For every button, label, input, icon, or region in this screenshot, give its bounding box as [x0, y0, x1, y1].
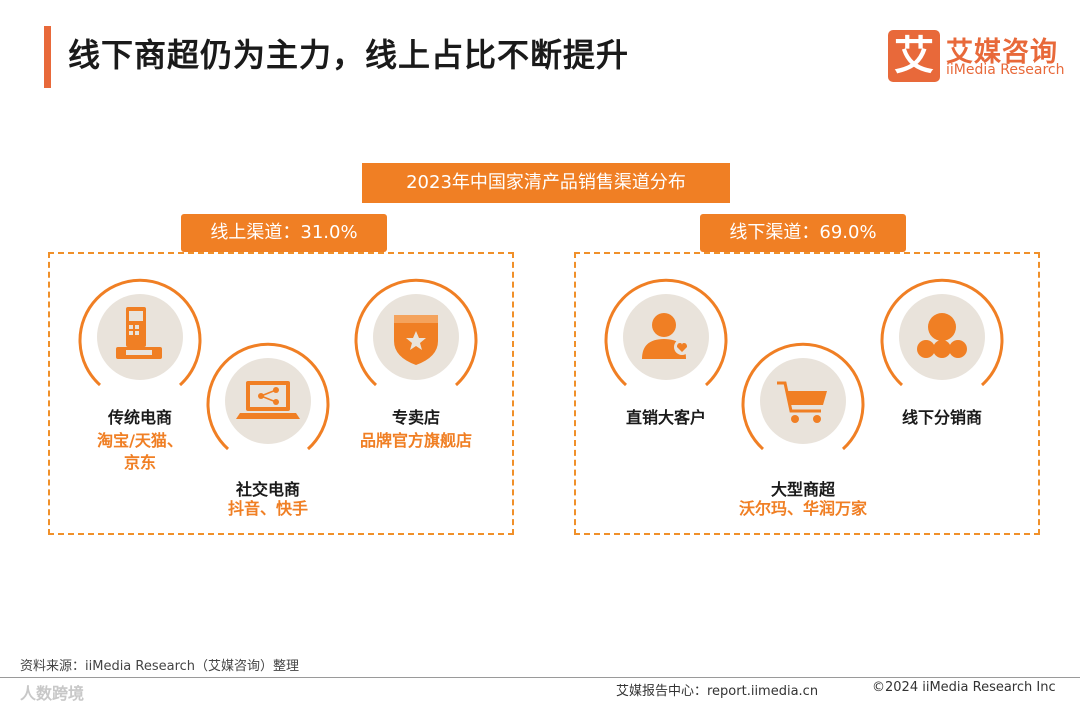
- node-name-social-ecommerce: 社交电商: [235, 480, 300, 499]
- online-group-label: 线上渠道：31.0%: [181, 214, 387, 252]
- offline-group-box: [574, 252, 1040, 535]
- user-heart-icon: [604, 278, 728, 387]
- node-sub-large-supermarkets: 沃尔玛、华润万家: [738, 499, 867, 518]
- node-name-specialty-store: 专卖店: [391, 408, 440, 427]
- logo-mark: 艾: [888, 30, 940, 82]
- node-sub-traditional-ecommerce-1: 淘宝/天猫、: [97, 431, 183, 450]
- logo-text-cn: 艾媒咨询: [946, 37, 1058, 68]
- group-icon: [880, 278, 1004, 387]
- node-sub-social-ecommerce: 抖音、快手: [227, 499, 308, 518]
- offline-group-label: 线下渠道：69.0%: [700, 214, 906, 252]
- footer-divider: [0, 677, 1080, 678]
- copyright: ©2024 iiMedia Research Inc: [872, 680, 1056, 695]
- online-group-box: [48, 252, 514, 535]
- node-name-traditional-ecommerce: 传统电商: [107, 408, 172, 427]
- diagram-title: 2023年中国家清产品销售渠道分布: [362, 163, 730, 203]
- logo-text-en: iiMedia Research: [946, 62, 1065, 78]
- source-note: 资料来源：iiMedia Research（艾媒咨询）整理: [20, 659, 300, 674]
- node-sub-specialty-store: 品牌官方旗舰店: [359, 431, 472, 450]
- node-sub-traditional-ecommerce-2: 京东: [123, 453, 156, 472]
- report-site: 艾媒报告中心：report.iimedia.cn: [616, 684, 819, 699]
- node-name-large-supermarkets: 大型商超: [770, 480, 835, 499]
- laptop-share-icon: [206, 342, 330, 451]
- phone-icon: [78, 278, 202, 387]
- badge-star-icon: [354, 278, 478, 387]
- page-title: 线下商超仍为主力，线上占比不断提升: [68, 36, 630, 74]
- cart-icon: [741, 342, 865, 451]
- node-name-offline-distributors: 线下分销商: [901, 408, 982, 427]
- node-name-direct-key-accounts: 直销大客户: [625, 408, 706, 427]
- watermark-text: 人数跨境: [20, 684, 85, 703]
- title-accent-bar: [44, 26, 51, 88]
